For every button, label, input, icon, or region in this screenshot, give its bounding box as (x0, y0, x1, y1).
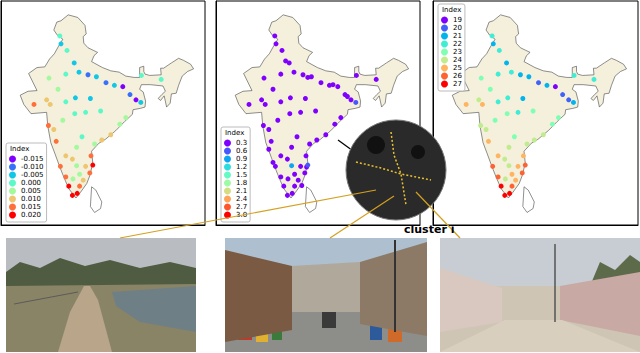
svg-text:23: 23 (453, 48, 462, 56)
svg-text:0.015: 0.015 (21, 203, 41, 211)
svg-text:1.2: 1.2 (236, 163, 247, 171)
svg-text:0.9: 0.9 (236, 155, 247, 163)
svg-text:1.8: 1.8 (236, 179, 247, 187)
svg-text:0.010: 0.010 (21, 195, 41, 203)
svg-text:cluster i: cluster i (404, 223, 454, 236)
svg-text:0.3: 0.3 (236, 139, 247, 147)
svg-text:20: 20 (453, 24, 462, 32)
svg-text:Index: Index (442, 6, 461, 14)
svg-text:27: 27 (453, 80, 462, 88)
svg-text:0.000: 0.000 (21, 179, 41, 187)
svg-text:19: 19 (453, 16, 462, 24)
svg-text:Index: Index (225, 129, 244, 137)
svg-text:26: 26 (453, 72, 462, 80)
svg-text:3.0: 3.0 (236, 211, 248, 219)
svg-text:1.5: 1.5 (236, 171, 247, 179)
svg-text:24: 24 (453, 56, 462, 64)
svg-text:2.7: 2.7 (236, 203, 247, 211)
svg-text:-0.015: -0.015 (21, 155, 44, 163)
svg-text:22: 22 (453, 40, 462, 48)
svg-text:0.6: 0.6 (236, 147, 248, 155)
svg-text:2.1: 2.1 (236, 187, 247, 195)
svg-text:25: 25 (453, 64, 462, 72)
svg-text:Index: Index (10, 145, 29, 153)
svg-text:-0.010: -0.010 (21, 163, 44, 171)
svg-text:2.4: 2.4 (236, 195, 248, 203)
svg-text:21: 21 (453, 32, 462, 40)
svg-text:-0.005: -0.005 (21, 171, 44, 179)
svg-text:0.005: 0.005 (21, 187, 41, 195)
svg-text:0.020: 0.020 (21, 211, 41, 219)
